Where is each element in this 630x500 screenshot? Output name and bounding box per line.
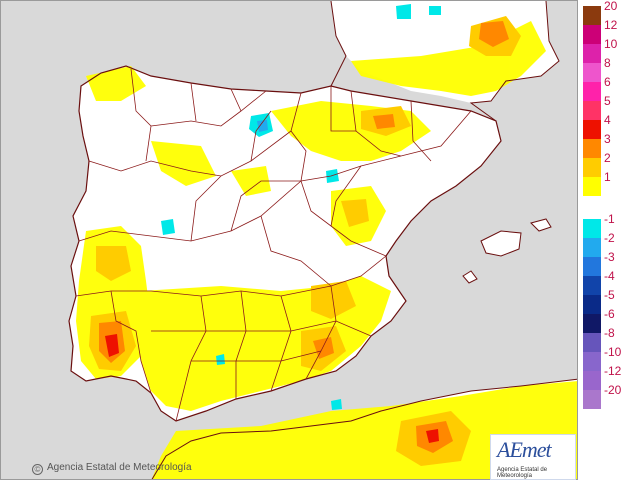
legend-row: -6	[580, 308, 630, 333]
legend-label: -10	[604, 345, 622, 359]
legend-swatch	[583, 276, 601, 295]
legend-swatch	[583, 120, 601, 139]
legend-swatch	[583, 219, 601, 238]
legend-label: 12	[604, 18, 618, 32]
legend-label: 10	[604, 37, 618, 51]
legend-row: 1	[580, 171, 630, 196]
legend-row: -12	[580, 365, 630, 390]
legend-swatch	[583, 44, 601, 63]
legend-swatch	[583, 257, 601, 276]
legend-row: 12	[580, 19, 630, 44]
copyright-icon: ©	[32, 464, 43, 475]
anomaly-plus4-areas	[105, 334, 439, 443]
legend-row: -2	[580, 232, 630, 257]
anomaly-minus2-areas	[257, 120, 268, 132]
legend-label: 2	[604, 151, 611, 165]
legend-row: 6	[580, 76, 630, 101]
legend-row: 20	[580, 0, 630, 25]
legend-label: 5	[604, 94, 611, 108]
legend-row: 10	[580, 38, 630, 63]
legend-label: 6	[604, 75, 611, 89]
legend-row: 2	[580, 152, 630, 177]
france-coast	[330, 1, 560, 122]
legend-label: -4	[604, 269, 615, 283]
legend-swatch	[583, 390, 601, 409]
legend-swatch	[583, 295, 601, 314]
legend-swatch	[583, 139, 601, 158]
legend-swatch	[583, 25, 601, 44]
legend-label: -3	[604, 250, 615, 264]
legend-row: -4	[580, 270, 630, 295]
legend-row: -1	[580, 213, 630, 238]
legend-swatch	[583, 238, 601, 257]
legend-row: -5	[580, 289, 630, 314]
legend-swatch	[583, 63, 601, 82]
legend-swatch	[583, 6, 601, 25]
anomaly-map	[0, 0, 578, 480]
legend-label: -6	[604, 307, 615, 321]
legend-label: -5	[604, 288, 615, 302]
africa-coast	[151, 378, 577, 479]
coastline	[68, 65, 502, 422]
legend-row: 4	[580, 114, 630, 139]
legend-row: 8	[580, 57, 630, 82]
legend-label: 1	[604, 170, 611, 184]
legend-row: 5	[580, 95, 630, 120]
legend-swatch	[583, 371, 601, 390]
color-legend: 20 12 10 8 6 5 4 3 2 1 -1 -2 -3 -4 -5 -6 -8 -10 -12 -20	[580, 0, 630, 481]
legend-row: -20	[580, 384, 630, 409]
legend-swatch	[583, 352, 601, 371]
legend-label: -8	[604, 326, 615, 340]
legend-label: 20	[604, 0, 618, 13]
legend-swatch	[583, 196, 601, 215]
legend-label: 4	[604, 113, 611, 127]
legend-swatch	[583, 158, 601, 177]
province-borders	[75, 68, 472, 422]
copyright-label: Agencia Estatal de Meteorología	[47, 462, 192, 473]
legend-row: -3	[580, 251, 630, 276]
legend-row: 3	[580, 133, 630, 158]
balearic-islands	[463, 219, 551, 283]
legend-label: -1	[604, 212, 615, 226]
balearic-coast	[462, 218, 552, 284]
map-canvas	[1, 1, 577, 479]
legend-row	[580, 196, 630, 215]
logo-text: AEmet	[497, 437, 552, 462]
copyright-text: Agencia Estatal de Meteorología	[30, 462, 192, 473]
legend-label: -2	[604, 231, 615, 245]
legend-row: -10	[580, 346, 630, 371]
legend-swatch	[583, 177, 601, 196]
legend-swatch	[583, 82, 601, 101]
legend-row: -8	[580, 327, 630, 352]
legend-label: 3	[604, 132, 611, 146]
legend-swatch	[583, 314, 601, 333]
legend-swatch	[583, 333, 601, 352]
aemet-logo: AEmet Agencia Estatal de Meteorología	[490, 434, 576, 480]
legend-label: -12	[604, 364, 622, 378]
logo-subtitle: Agencia Estatal de Meteorología	[497, 467, 548, 479]
legend-label: 8	[604, 56, 611, 70]
legend-label: -20	[604, 383, 622, 397]
legend-swatch	[583, 101, 601, 120]
